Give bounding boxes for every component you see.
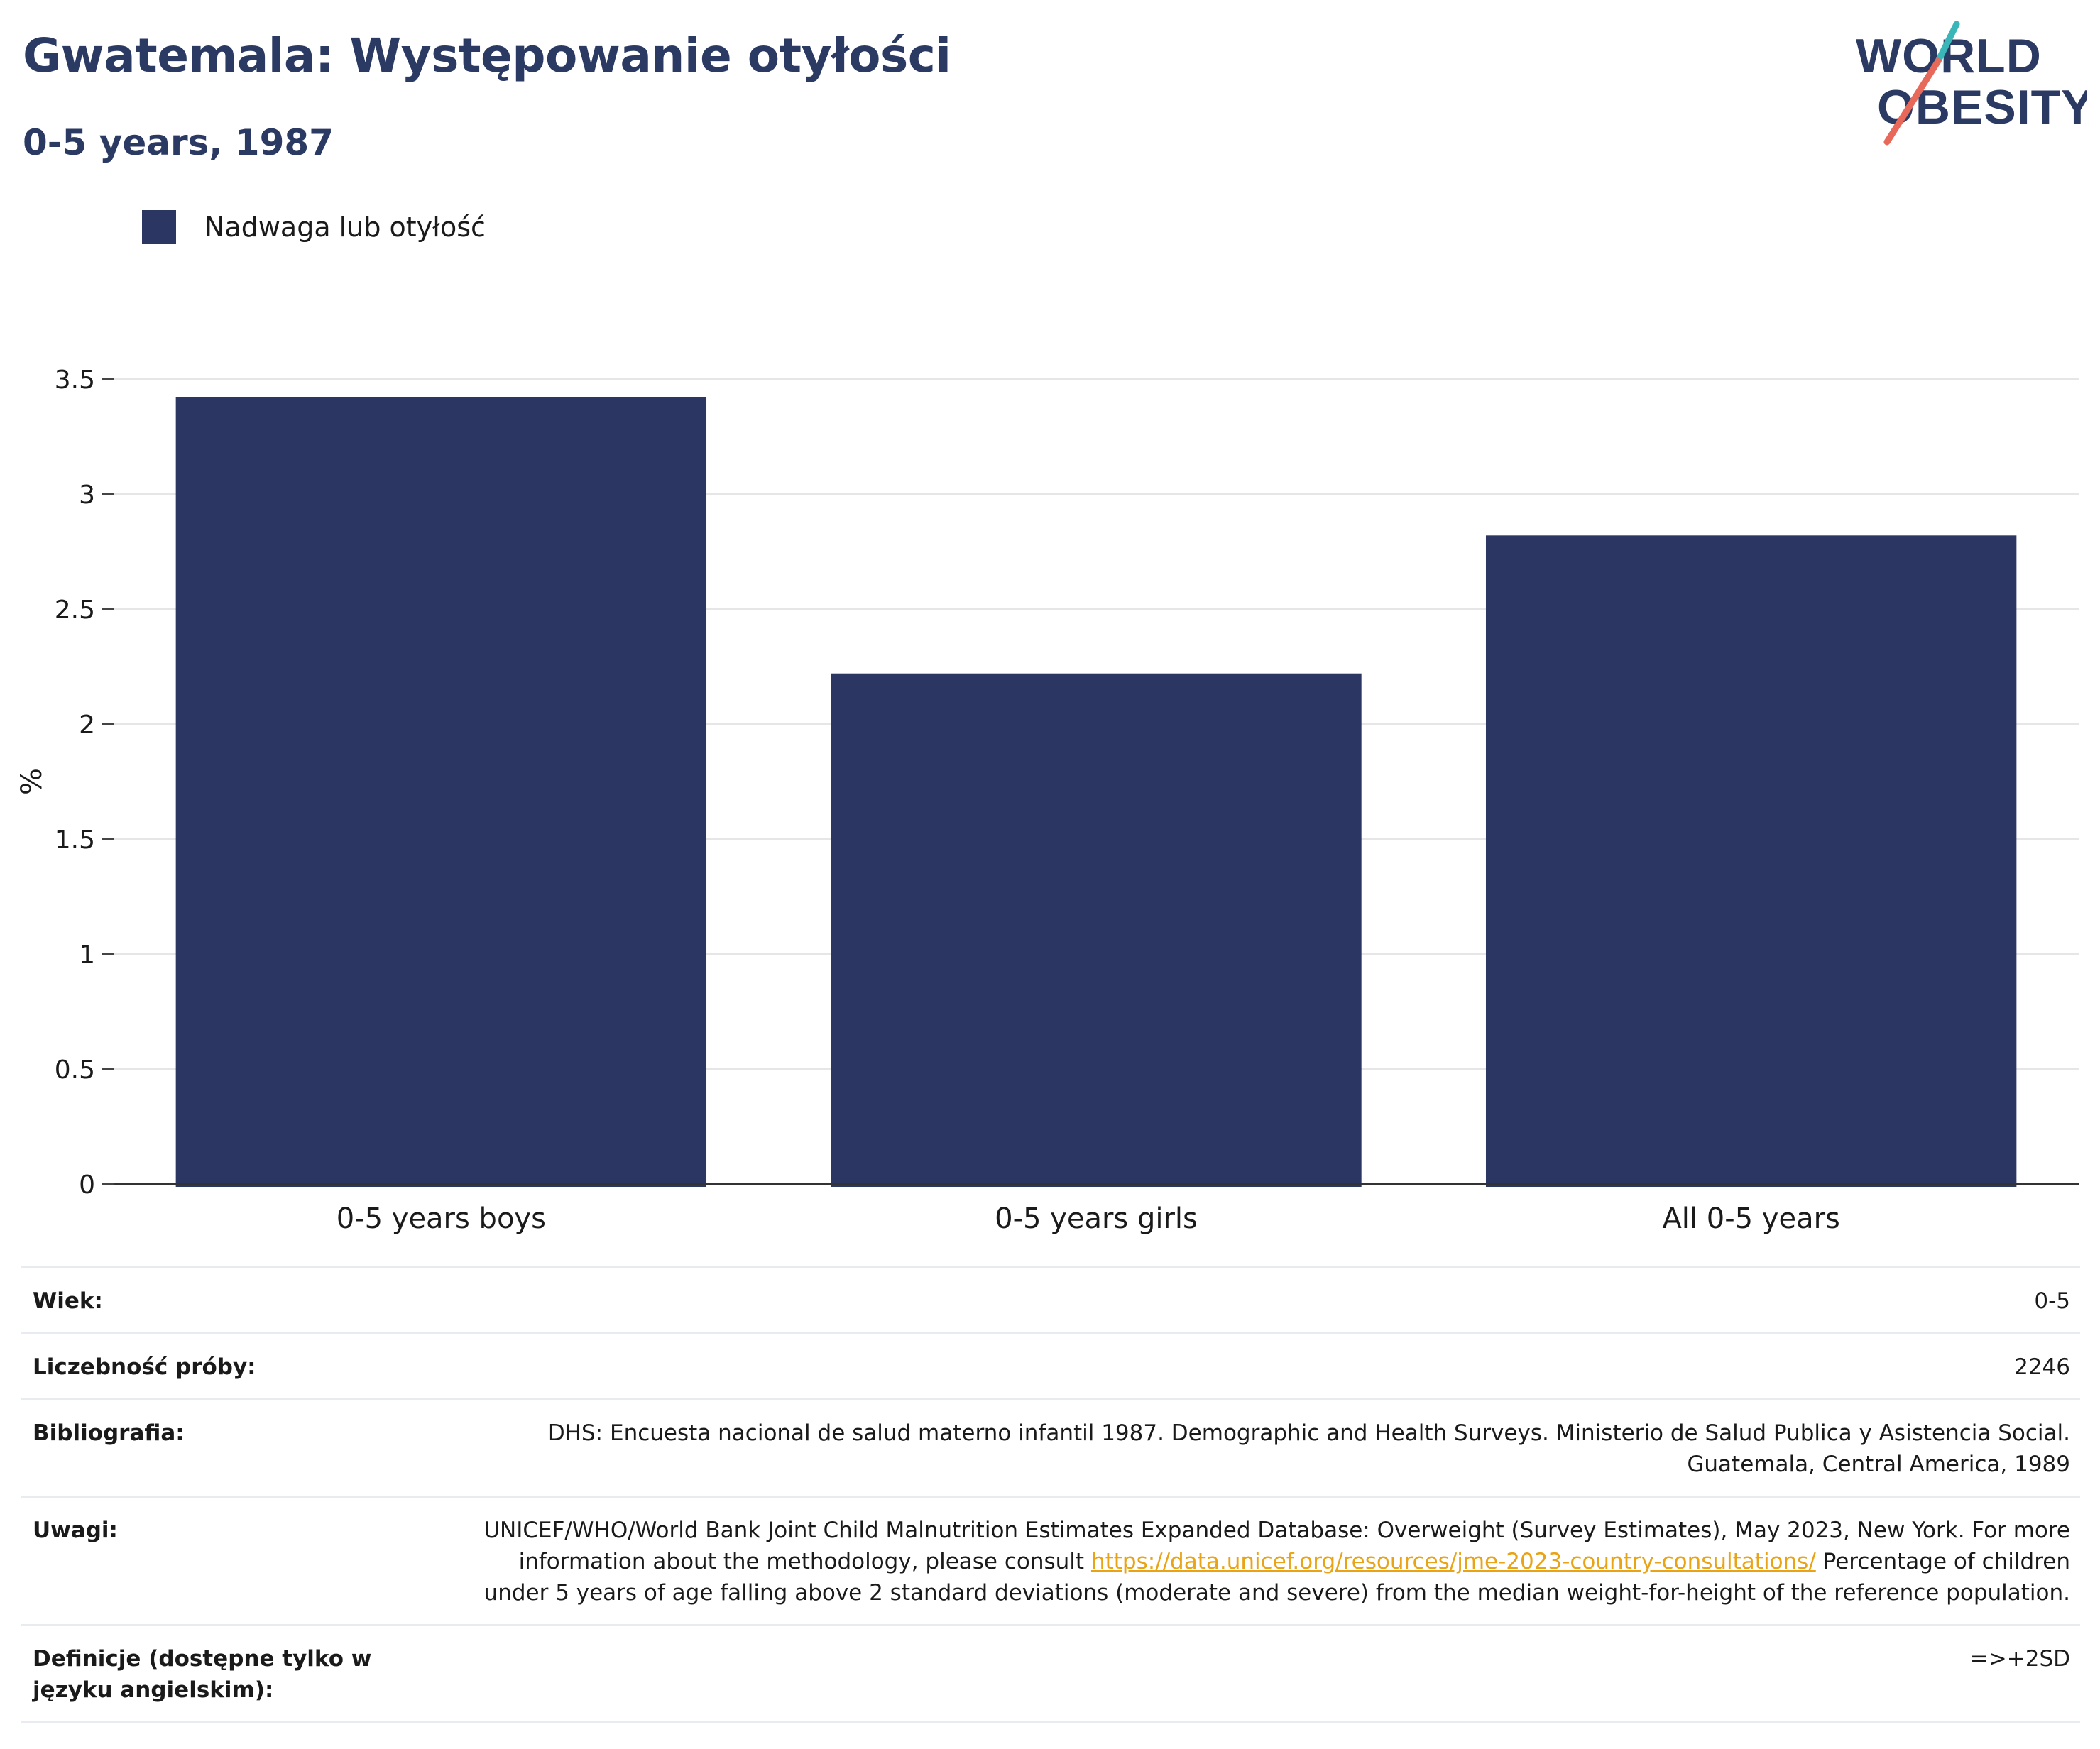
y-tick-label: 0.5 [55,1056,95,1085]
logo-slash-teal [1935,21,1960,65]
info-row-definitions: Definicje (dostępne tylko w języku angie… [21,1624,2080,1723]
info-row-bibliography: Bibliografia: DHS: Encuesta nacional de … [21,1398,2080,1496]
chart-title: Gwatemala: Występowanie otyłości [23,28,951,83]
y-tick-label: 1 [79,941,95,970]
y-tick-label: 1.5 [55,826,95,855]
logo-slash-red [1883,57,1942,146]
y-tick-label: 3.5 [55,366,95,395]
bibliography-value: DHS: Encuesta nacional de salud materno … [547,1420,2070,1477]
notes-text-post: Percentage of children under 5 years of … [483,1549,2070,1606]
notes-value: UNICEF/WHO/World Bank Joint Child Malnut… [459,1515,2070,1608]
age-value: 0-5 [2034,1288,2070,1314]
age-label: Wiek: [33,1288,103,1314]
bibliography-label: Bibliografia: [33,1420,185,1446]
info-table: Wiek: 0-5 Liczebność próby: 2246 Bibliog… [21,1266,2080,1723]
x-tick-label: All 0-5 years [1662,1202,1839,1235]
y-tick-label: 2.5 [55,596,95,625]
y-tick-label: 0 [79,1170,95,1200]
info-row-age: Wiek: 0-5 [21,1266,2080,1332]
bar [1485,535,2017,1187]
notes-text-pre: UNICEF/WHO/World Bank Joint Child Malnut… [483,1518,2070,1574]
chart-subtitle: 0-5 years, 1987 [23,122,334,163]
world-obesity-logo: WORLD OBESITY [1856,21,2087,146]
legend-label: Nadwaga lub otyłość [204,212,486,243]
y-tick-label: 3 [79,481,95,510]
x-tick-label: 0-5 years girls [995,1202,1198,1235]
y-axis-label: % [16,768,48,795]
notes-label: Uwagi: [33,1518,118,1543]
methodology-link[interactable]: https://data.unicef.org/resources/jme-20… [1090,1549,1816,1574]
info-row-sample: Liczebność próby: 2246 [21,1332,2080,1398]
bar [831,673,1362,1187]
bar [175,397,707,1188]
legend-swatch [142,210,176,244]
definitions-value: =>+2SD [1969,1646,2070,1672]
definitions-label: Definicje (dostępne tylko w języku angie… [33,1646,372,1703]
sample-size-label: Liczebność próby: [33,1354,256,1380]
sample-size-value: 2246 [2014,1354,2070,1380]
bar-chart: 0 0.5 1 1.5 2 2.5 3 3.5 0-5 years boys 0-5 years … [16,366,2079,1235]
info-row-notes: Uwagi: UNICEF/WHO/World Bank Joint Child… [21,1496,2080,1624]
x-tick-label: 0-5 years boys [337,1202,546,1235]
y-tick-label: 2 [79,711,95,740]
legend: Nadwaga lub otyłość [142,210,486,244]
